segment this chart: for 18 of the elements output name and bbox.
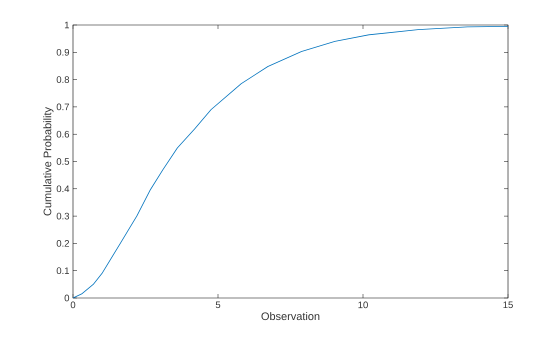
x-tick-label: 0 — [70, 302, 76, 308]
y-tick-label: 0.8 — [56, 76, 70, 83]
y-tick-label: 0.2 — [56, 240, 70, 247]
y-tick-label: 0.9 — [56, 48, 70, 56]
y-tick-label: 0.6 — [56, 130, 70, 138]
y-tick-label: 0.7 — [56, 104, 70, 110]
y-tick-label: 1 — [64, 22, 70, 28]
y-axis-title: Cumulative Probability — [43, 107, 54, 216]
x-axis-title: Observation — [261, 312, 320, 320]
y-tick-label: 0 — [64, 294, 70, 302]
y-tick-label: 0.4 — [56, 185, 70, 192]
x-tick-label: 15 — [503, 302, 513, 308]
line-series — [73, 26, 508, 298]
x-tick-label: 10 — [358, 302, 368, 308]
y-tick-label: 0.1 — [56, 267, 70, 274]
x-tick-label: 5 — [216, 302, 220, 308]
y-tick-label: 0.3 — [56, 212, 70, 220]
y-tick-label: 0.5 — [56, 158, 70, 165]
